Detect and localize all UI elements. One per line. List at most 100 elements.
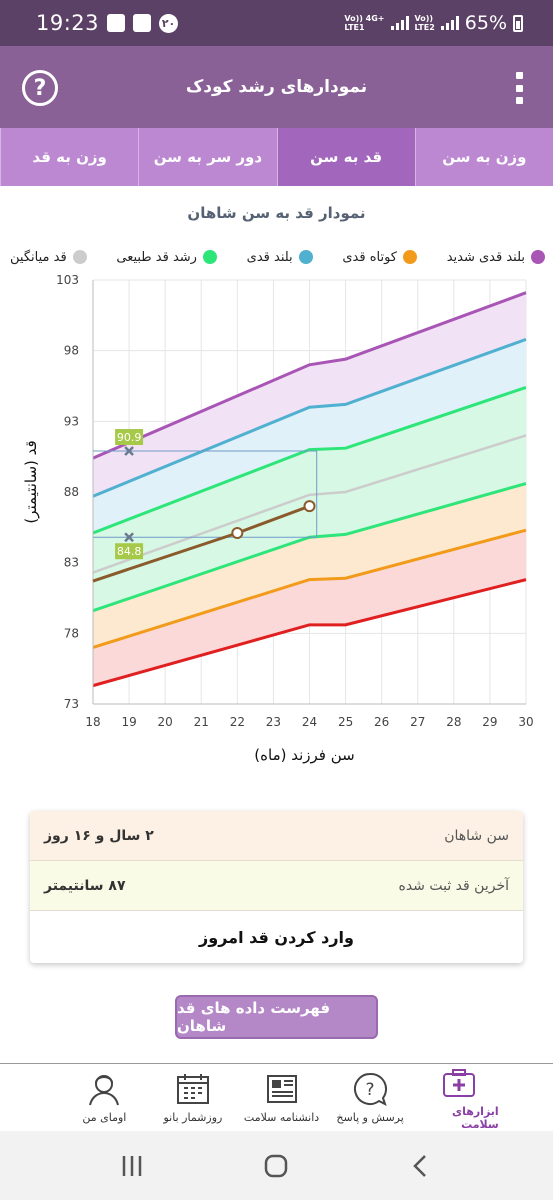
status-left: 19:23 ۲۰ [36, 11, 179, 35]
more-vertical-icon[interactable] [515, 72, 523, 104]
legend-label: بلند قدی [246, 249, 293, 265]
enter-height-button[interactable]: وارد کردن قد امروز [199, 927, 354, 947]
nav-label: دانشنامه سلامت [243, 1111, 320, 1124]
tab-weight-height[interactable]: وزن به قد [0, 128, 139, 186]
back-icon[interactable] [408, 1153, 434, 1179]
legend-item[interactable]: بلند قدی [247, 250, 313, 265]
series-line [92, 385, 527, 535]
x-tick-label: 19 [121, 715, 136, 729]
marker-x [124, 446, 134, 456]
marker-label: 84.8 [117, 545, 142, 558]
medical-kit-icon [442, 1068, 475, 1097]
x-tick-label: 30 [518, 715, 533, 729]
newspaper-icon [266, 1075, 297, 1103]
x-tick-label: 21 [194, 715, 209, 729]
net-label-1: LTE1 [344, 23, 365, 32]
legend-label: کوتاه قدی [342, 249, 397, 265]
x-tick-label: 24 [302, 715, 317, 729]
series-line [92, 528, 527, 649]
chart-title: نمودار قد به سن شاهان [187, 204, 366, 222]
tab-height-age[interactable]: قد به سن [276, 128, 415, 186]
legend-item[interactable]: رشد قد طبیعی [116, 250, 217, 265]
age-label: سن شاهان [444, 827, 509, 844]
chart-band [93, 483, 526, 648]
tab-head-age[interactable]: دور سر به سن [138, 128, 277, 186]
marker-label-box [115, 543, 144, 560]
chart-legend: بلند قدی شدید کوتاه قدی بلند قدی رشد قد … [10, 246, 545, 268]
legend-dot [531, 250, 545, 264]
nav-label: اومای من [82, 1111, 127, 1124]
info-card: سن شاهان ۲ سال و ۱۶ روز آخرین قد ثبت شده… [30, 811, 523, 963]
x-axis-label: سن فرزند (ماه) [254, 746, 354, 764]
legend-item[interactable]: قد میانگین [10, 250, 87, 265]
x-tick-label: 28 [446, 715, 461, 729]
legend-label: بلند قدی شدید [446, 249, 525, 265]
nav-calendar[interactable]: روزشمار بانو [153, 1064, 233, 1131]
nav-label: ابزارهای سلامت [452, 1104, 499, 1131]
x-tick-label: 27 [410, 715, 425, 729]
legend-dot [202, 250, 217, 264]
check-icon [133, 14, 152, 32]
bottom-nav: ابزارهای سلامت ? پرسش و پاسخ دانشنامه سل… [0, 1063, 553, 1131]
notification-count-badge: ۲۰ [159, 13, 179, 33]
y-tick-label: 88 [64, 485, 79, 499]
chart-band [93, 387, 526, 573]
status-bar: 19:23 ۲۰ Vo)) 4G+ LTE1 Vo)) LTE2 65% [0, 0, 553, 46]
question-bubble-icon: ? [354, 1072, 388, 1106]
guide-lines [93, 450, 318, 538]
growth-chart[interactable]: 90.9 84.8 18 19 20 21 22 23 24 25 26 27 28 29 30 73 78 83… [0, 268, 553, 788]
legend-dot [72, 250, 87, 264]
y-tick-label: 83 [64, 556, 79, 570]
legend-item[interactable]: کوتاه قدی [342, 250, 417, 265]
height-list-button[interactable]: فهرست داده های قد شاهان [175, 995, 378, 1039]
legend-item[interactable]: بلند قدی شدید [447, 250, 545, 265]
signal-2-icon [440, 16, 459, 30]
recent-apps-icon[interactable] [119, 1153, 145, 1179]
nav-encyclopedia[interactable]: دانشنامه سلامت [242, 1064, 322, 1131]
x-tick-label: 22 [230, 715, 245, 729]
help-circle-icon[interactable]: ? [22, 70, 58, 106]
network-2: Vo)) LTE2 [415, 14, 435, 32]
chart-band [93, 339, 526, 533]
net-label-2: LTE2 [414, 23, 435, 32]
x-tick-label: 18 [85, 715, 100, 729]
nav-profile[interactable]: اومای من [64, 1064, 144, 1131]
nav-qa[interactable]: ? پرسش و پاسخ [330, 1064, 410, 1131]
x-tick-label: 29 [482, 715, 497, 729]
y-tick-label: 103 [56, 273, 79, 287]
battery-icon [513, 14, 523, 32]
x-tick-label: 23 [266, 715, 281, 729]
series-line [92, 578, 527, 688]
nav-label: روزشمار بانو [163, 1111, 223, 1124]
user-avatar-icon [89, 1075, 120, 1106]
age-value: ۲ سال و ۱۶ روز [44, 827, 154, 844]
legend-dot [298, 250, 313, 264]
app-bar: ? نمودارهای رشد کودک [0, 46, 553, 128]
y-tick-label: 78 [64, 626, 79, 640]
battery-percent: 65% [464, 12, 507, 34]
nav-label: پرسش و پاسخ [336, 1111, 404, 1124]
chart-band [93, 292, 526, 497]
tab-bar: وزن به سن قد به سن دور سر به سن وزن به ق… [0, 128, 553, 186]
x-tick-label: 20 [158, 715, 173, 729]
home-icon[interactable] [263, 1153, 289, 1179]
legend-dot [403, 250, 417, 264]
marker-label: 90.9 [117, 431, 142, 444]
age-row: سن شاهان ۲ سال و ۱۶ روز [30, 811, 523, 861]
y-axis-label: قد (سانتیمتر) [22, 440, 40, 523]
legend-label: قد میانگین [10, 249, 67, 265]
last-height-row: آخرین قد ثبت شده ۸۷ سانتیمتر [30, 861, 523, 911]
y-tick-label: 98 [64, 344, 79, 358]
system-nav-bar [0, 1131, 553, 1200]
y-tick-label: 93 [64, 414, 79, 428]
legend-label: رشد قد طبیعی [116, 249, 197, 265]
last-height-value: ۸۷ سانتیمتر [44, 877, 126, 894]
last-height-label: آخرین قد ثبت شده [398, 877, 510, 894]
signal-1-icon [390, 16, 409, 30]
nav-health-tools[interactable]: ابزارهای سلامت [419, 1064, 499, 1131]
status-right: Vo)) 4G+ LTE1 Vo)) LTE2 65% [344, 12, 523, 34]
tab-weight-age[interactable]: وزن به سن [414, 128, 553, 186]
series-line [92, 482, 527, 613]
net-tag-1: Vo)) 4G+ [344, 14, 385, 23]
gallery-icon [107, 14, 126, 32]
